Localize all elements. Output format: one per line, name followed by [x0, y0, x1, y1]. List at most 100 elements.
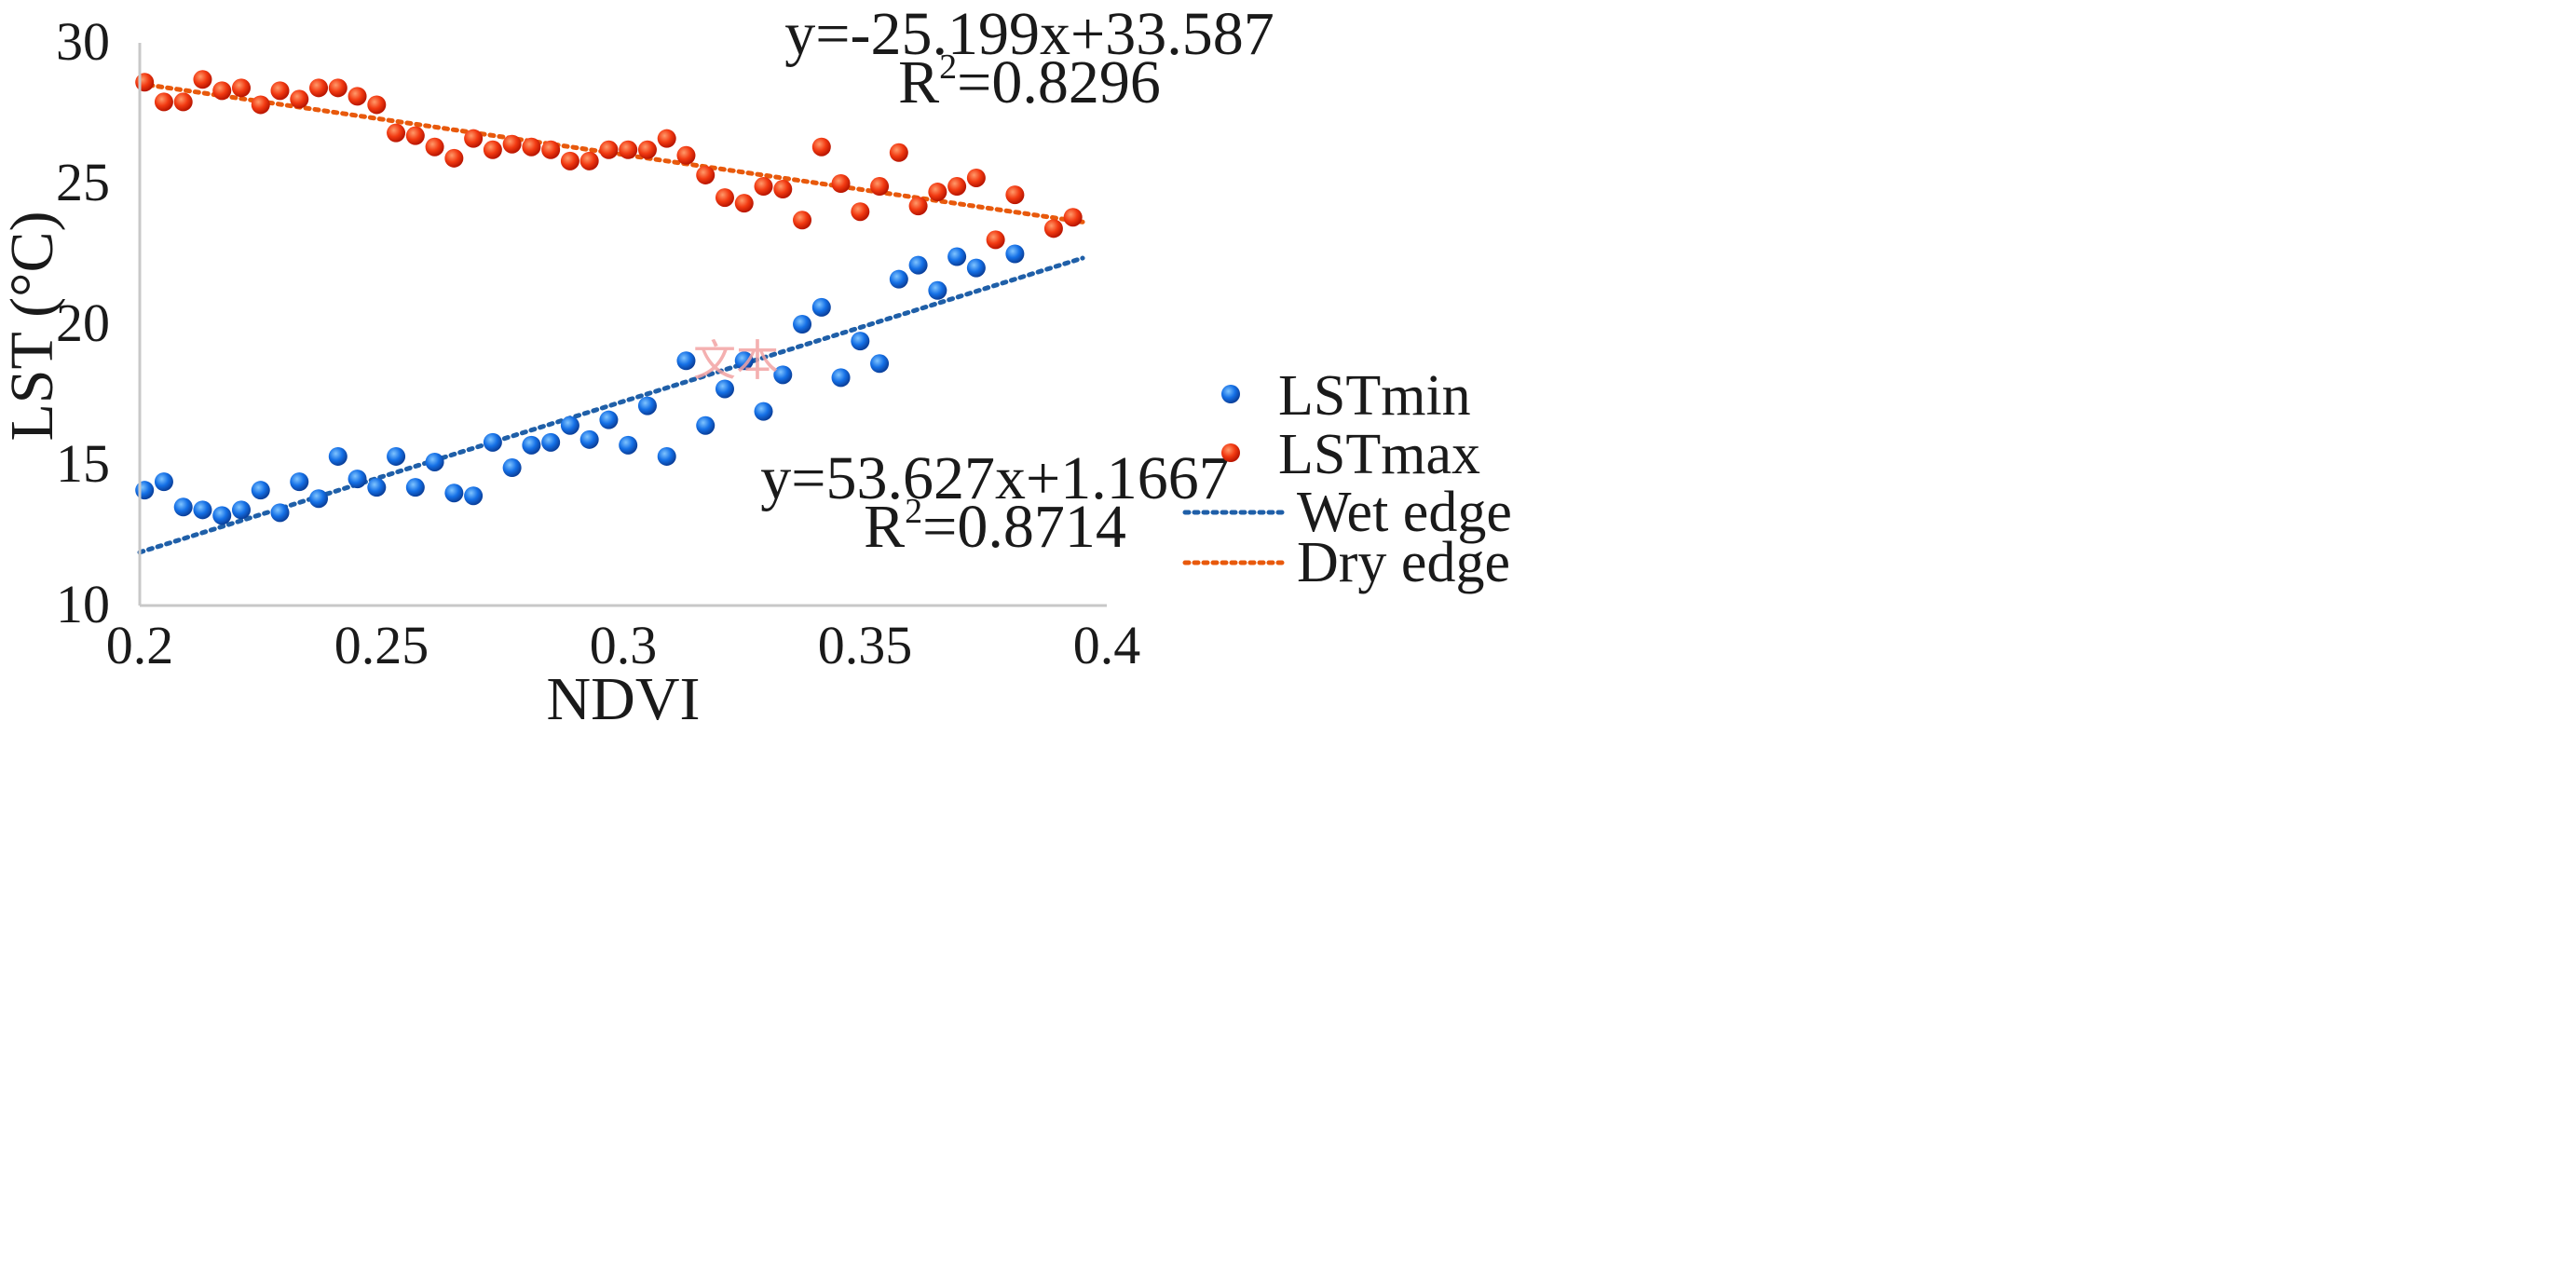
lstmax-point — [986, 230, 1005, 250]
x-tick-label: 0.2 — [106, 615, 174, 675]
lstmin-point — [676, 351, 696, 371]
lstmin-point — [193, 500, 212, 520]
lstmin-point — [231, 500, 251, 520]
legend-wet-edge-label: Wet edge — [1297, 481, 1512, 544]
lstmax-point — [502, 134, 522, 154]
lstmin-point — [173, 497, 193, 517]
dry-edge-r2: R2=0.8296 — [898, 48, 1161, 116]
lstmax-point — [251, 95, 270, 115]
lstmin-point — [1005, 244, 1025, 264]
lstmax-point — [387, 123, 406, 143]
lstmin-point — [657, 446, 676, 466]
lstmax-point — [328, 78, 348, 98]
lstmax-point — [851, 202, 870, 222]
dry-r2-sup: 2 — [939, 48, 957, 87]
y-tick-label: 25 — [56, 152, 110, 212]
lstmax-point — [793, 211, 812, 230]
dry-edge-equation: y=-25.199x+33.587 R2=0.8296 — [784, 0, 1274, 116]
wet-r2-label: R — [864, 493, 905, 561]
axes — [138, 43, 1107, 607]
lstmin-point — [387, 446, 406, 466]
lstmin-point — [734, 351, 754, 371]
watermark-text: 文本 — [693, 337, 779, 385]
lstmin-point — [696, 415, 716, 435]
wet-edge-trendline — [137, 255, 1085, 555]
lstmax-point — [193, 70, 212, 89]
lstmin-point — [522, 435, 541, 455]
legend-lstmin-marker — [1221, 385, 1240, 403]
lstmin-point — [444, 483, 464, 503]
dry-r2-label: R — [898, 48, 939, 116]
lstmax-point — [811, 137, 831, 157]
lstmax-point — [754, 177, 773, 197]
lstmax-point — [425, 137, 444, 157]
lstmin-point — [599, 410, 619, 429]
lstmax-point — [483, 140, 502, 159]
lstmax-point — [522, 137, 541, 157]
lstmax-point — [947, 177, 967, 197]
lstmin-point — [851, 332, 870, 351]
x-tick-label: 0.3 — [590, 615, 658, 675]
lstmax-point — [541, 140, 561, 159]
lstmin-point — [502, 458, 522, 478]
lstmin-point — [328, 446, 348, 466]
lstmin-point — [154, 472, 173, 492]
lstmin-point — [889, 269, 908, 289]
lstmax-point — [657, 129, 676, 148]
lstmax-point — [715, 188, 734, 208]
lstmax-point — [560, 151, 579, 170]
lstmin-point — [579, 429, 599, 449]
lstmin-point — [425, 452, 444, 471]
lstmax-point — [154, 92, 173, 112]
lstmin-point — [290, 472, 309, 492]
plot-area — [135, 70, 1085, 555]
lstmin-point — [541, 432, 561, 452]
legend-dry-edge-label: Dry edge — [1297, 531, 1510, 594]
lstmax-point — [367, 95, 387, 115]
lstmax-point — [676, 145, 696, 165]
lstmin-point — [560, 415, 579, 435]
lstmin-point — [483, 432, 502, 452]
lstmax-point — [831, 174, 851, 193]
lstmin-point — [811, 297, 831, 317]
lstmin-point — [309, 489, 329, 509]
lstmax-point — [290, 89, 309, 109]
lstmax-point — [348, 87, 367, 106]
lstmax-point — [309, 78, 329, 98]
lstmax-point — [270, 81, 290, 101]
lstmin-point — [619, 435, 638, 455]
lstmax-point — [173, 92, 193, 112]
lstmax-point — [579, 151, 599, 170]
legend-lstmax-marker — [1221, 443, 1240, 462]
lstmin-point — [135, 481, 155, 500]
lstmax-point — [1005, 185, 1025, 205]
x-tick-label: 0.25 — [334, 615, 429, 675]
lstmin-point — [405, 478, 425, 497]
lstmin-point — [464, 486, 484, 506]
lstmax-point — [908, 197, 928, 216]
lstmax-point — [212, 81, 232, 101]
lstmax-point — [619, 140, 638, 159]
lstmax-point — [966, 168, 986, 187]
x-axis-title: NDVI — [547, 665, 701, 733]
lstmin-point — [637, 396, 657, 415]
lstmax-point — [734, 194, 754, 213]
lstmax-point — [696, 165, 716, 184]
lstmin-point — [966, 258, 986, 278]
lstmin-point — [754, 402, 773, 421]
lstmin-point — [928, 280, 947, 300]
lstmax-point — [889, 143, 908, 162]
dry-edge-equation-line: y=-25.199x+33.587 — [784, 0, 1274, 68]
lstmax-point — [773, 180, 793, 199]
lstmax-point — [464, 129, 484, 148]
lstmin-point — [367, 478, 387, 497]
lstmin-point — [212, 506, 232, 525]
wet-edge-r2: R2=0.8714 — [864, 492, 1126, 561]
lstmin-point — [793, 315, 812, 334]
legend-lstmin-label: LSTmin — [1278, 364, 1471, 428]
lstmax-point — [599, 140, 619, 159]
lstmin-point — [831, 368, 851, 388]
lstmax-point — [1043, 219, 1063, 238]
